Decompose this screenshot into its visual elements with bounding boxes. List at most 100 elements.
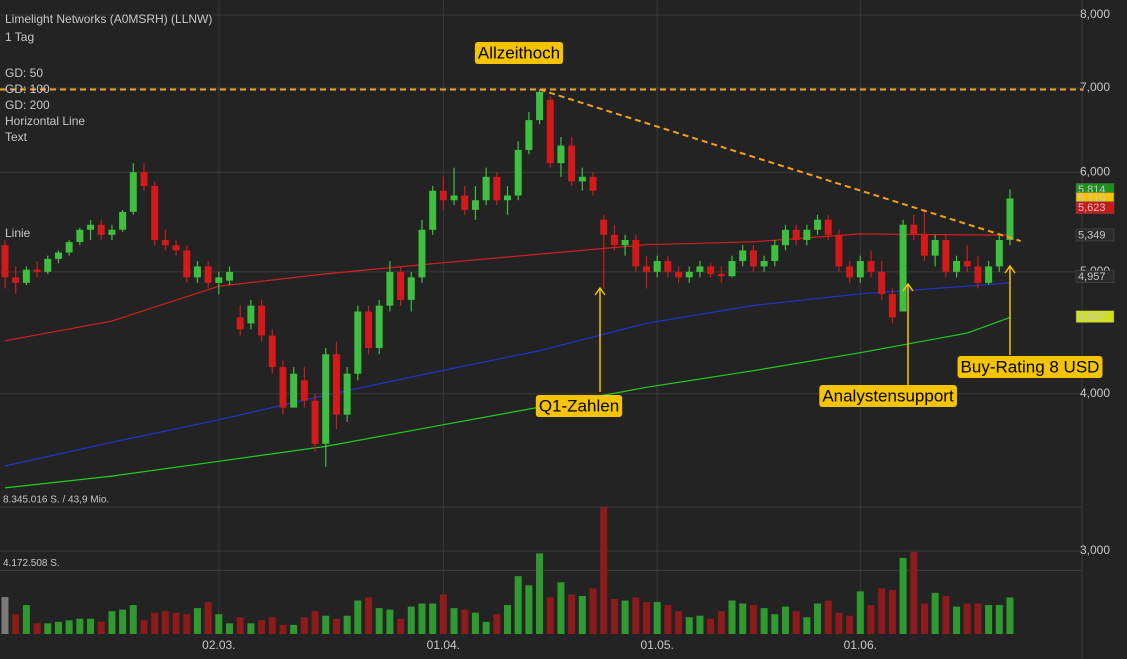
legend-entry: GD: 100 xyxy=(5,82,50,96)
volume-bar xyxy=(1,597,9,634)
volume-bar xyxy=(215,614,223,634)
volume-bar xyxy=(771,614,779,634)
annotation-box xyxy=(957,356,1103,378)
volume-bar xyxy=(685,617,693,634)
volume-bar xyxy=(268,617,276,634)
candle-body xyxy=(899,224,907,312)
volume-bar xyxy=(279,624,287,634)
volume-bar xyxy=(675,611,683,634)
candle-body xyxy=(151,186,159,241)
candle-body xyxy=(493,176,501,201)
candle-body xyxy=(920,234,928,256)
candle-body xyxy=(632,240,640,267)
volume-bar xyxy=(931,592,939,634)
candle-body xyxy=(835,234,843,267)
candle-body xyxy=(268,335,276,368)
candle-body xyxy=(450,195,458,201)
candle-body xyxy=(418,229,426,278)
volume-bar xyxy=(65,620,73,634)
candle-body xyxy=(846,266,854,278)
candle-body xyxy=(642,266,650,272)
volume-bar xyxy=(664,605,672,634)
candle-body xyxy=(461,195,469,210)
candle-body xyxy=(204,266,212,283)
candle-body xyxy=(803,229,811,241)
candle-body xyxy=(44,258,52,272)
volume-bar xyxy=(439,594,447,634)
price-label: 5,623 xyxy=(1078,202,1106,214)
volume-bar xyxy=(119,609,127,634)
price-label-box xyxy=(1075,228,1115,242)
candle-body xyxy=(12,277,20,283)
candle-body xyxy=(482,176,490,201)
candle-body xyxy=(1006,198,1014,241)
candle-body xyxy=(97,224,105,235)
candle-body xyxy=(546,99,554,164)
candle-body xyxy=(781,229,789,246)
candle-body xyxy=(183,250,191,278)
volume-bar xyxy=(814,603,822,634)
volume-bar xyxy=(161,611,169,634)
x-tick-label: 01.04. xyxy=(427,638,460,652)
volume-bar xyxy=(696,615,704,634)
volume-bar xyxy=(461,609,469,634)
volume-bar xyxy=(236,617,244,634)
candle-body xyxy=(54,252,62,259)
volume-bar xyxy=(899,557,907,634)
volume-bar xyxy=(1006,597,1014,634)
volume-bar xyxy=(792,611,800,634)
annotation-arrowhead xyxy=(594,286,606,296)
candle-body xyxy=(407,277,415,300)
y-tick-label: 6,000 xyxy=(1080,164,1110,178)
volume-bar xyxy=(450,608,458,634)
x-tick-label: 01.06. xyxy=(844,638,877,652)
candle-body xyxy=(87,224,95,230)
candle-body xyxy=(760,261,768,267)
legend-entry: GD: 200 xyxy=(5,98,50,112)
candle-body xyxy=(717,274,725,277)
volume-bar xyxy=(129,605,137,634)
candle-body xyxy=(963,261,971,267)
candle-body xyxy=(888,294,896,318)
volume-tick-label: 8.345.016 S. / 43,9 Mio. xyxy=(3,495,109,506)
volume-bar xyxy=(108,611,116,634)
candle-body xyxy=(675,271,683,278)
annotation-box xyxy=(474,42,564,64)
legend-entry: Horizontal Line xyxy=(5,114,85,128)
candle-body xyxy=(65,242,73,253)
candle-body xyxy=(1,245,9,278)
annotation-box xyxy=(535,395,623,417)
volume-bar xyxy=(749,605,757,634)
price-label-box xyxy=(1075,310,1115,323)
candle-body xyxy=(995,240,1003,267)
volume-bar xyxy=(920,603,928,634)
candle-body xyxy=(974,266,982,283)
candle-body xyxy=(953,261,961,272)
candle-body xyxy=(290,373,298,408)
volume-bar xyxy=(856,591,864,634)
candles xyxy=(1,89,1014,467)
candle-body xyxy=(696,266,704,272)
candle-body xyxy=(76,229,84,243)
volume-bar xyxy=(343,615,351,634)
candle-body xyxy=(856,261,864,278)
volume-bar xyxy=(471,612,479,634)
candle-body xyxy=(931,240,939,256)
volume-bar xyxy=(632,597,640,634)
annotation-arrowhead xyxy=(902,282,914,292)
candle-body xyxy=(867,261,875,272)
candle-body xyxy=(247,305,255,324)
annotation-text: Q1-Zahlen xyxy=(539,396,619,415)
price-label-box xyxy=(1075,270,1115,283)
grid: 3,0004,0005,0006,0007,0008,00002.03.01.0… xyxy=(0,0,1110,652)
volume-bar xyxy=(375,608,383,634)
candle-body xyxy=(707,266,715,275)
volume-bar xyxy=(953,606,961,634)
volume-bar xyxy=(578,595,586,634)
candle-body xyxy=(824,219,832,235)
candle-body xyxy=(161,240,169,246)
candle-body xyxy=(236,317,244,330)
x-tick-label: 02.03. xyxy=(202,638,235,652)
overlays: Allzeithoch Q1-Zahlen Analystensupport Buy-… xyxy=(0,42,1115,417)
